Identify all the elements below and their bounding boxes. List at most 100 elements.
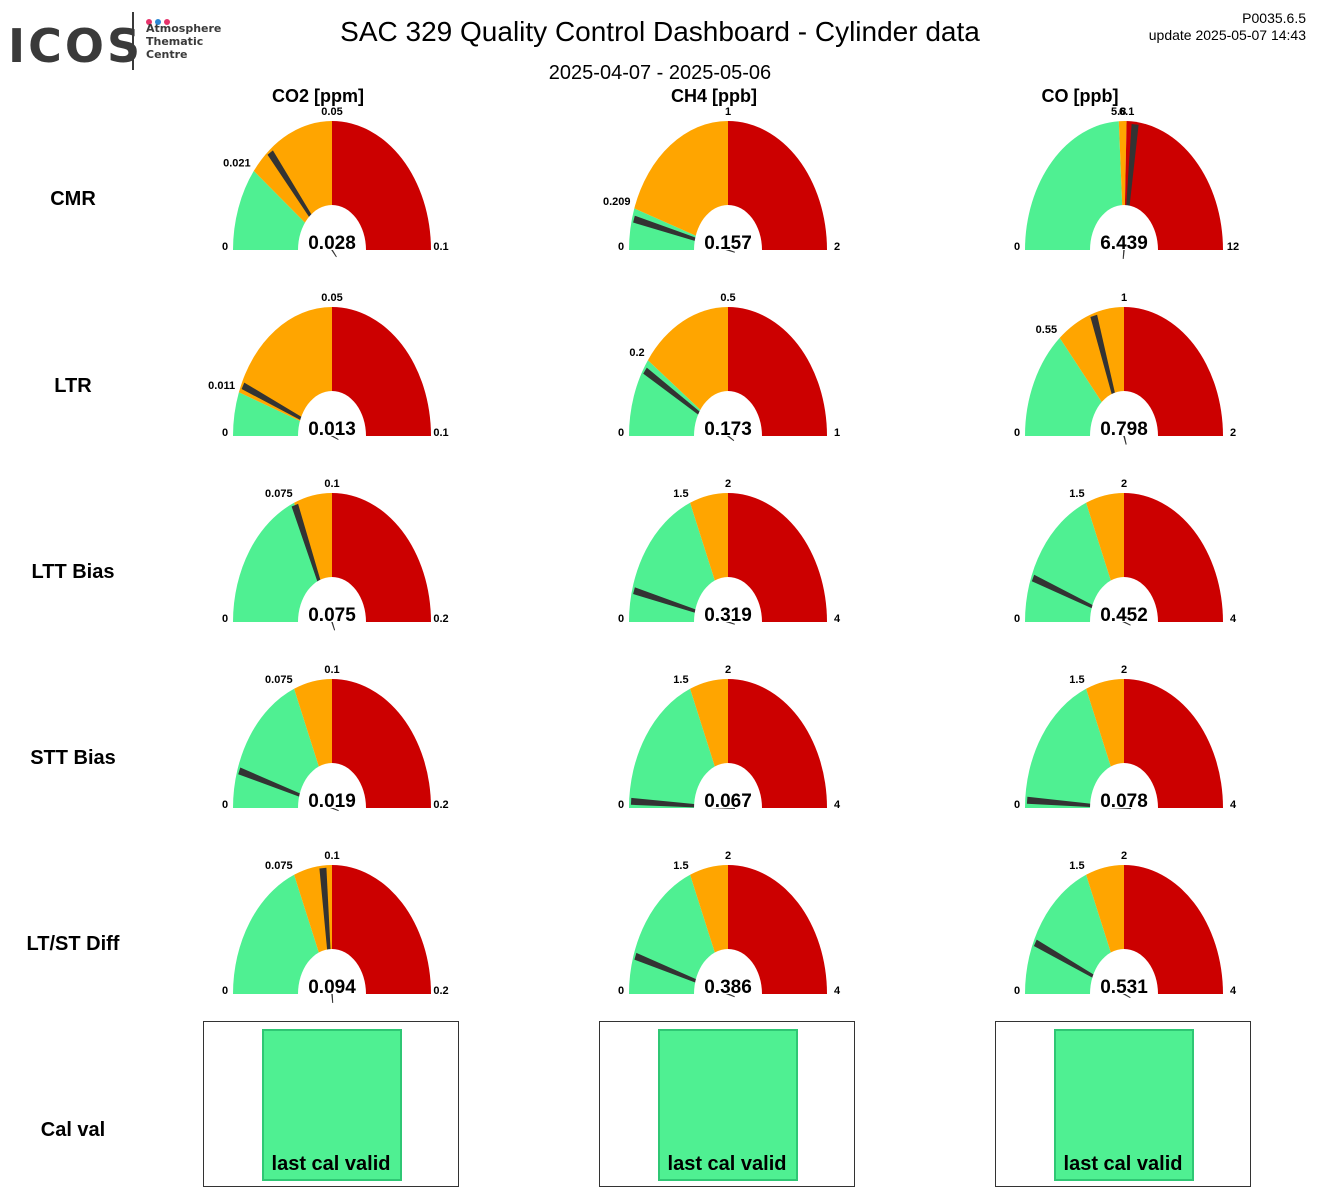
gauge-red-zone <box>332 493 431 622</box>
gauge-red-zone <box>1124 865 1223 994</box>
cal-val-panel-co: last cal valid <box>995 1021 1251 1187</box>
gauge-min-label: 0 <box>618 799 624 811</box>
gauge-value: 0.019 <box>308 791 356 812</box>
gauge-red-zone <box>728 493 827 622</box>
gauge: 0.078 0 4 1.5 2 <box>1014 664 1237 812</box>
row-label-stt-bias: STT Bias <box>30 747 116 769</box>
version-info: P0035.6.5 update 2025-05-07 14:43 <box>1149 10 1306 44</box>
gauge-max-label: 4 <box>1230 985 1237 997</box>
gauge-orange-threshold-label: 2 <box>725 478 731 490</box>
gauge-max-label: 0.2 <box>433 799 448 811</box>
gauge-green-threshold-label: 0.075 <box>265 674 293 686</box>
gauge-red-zone <box>1124 679 1223 808</box>
cal-status-text: last cal valid <box>667 1153 787 1175</box>
gauge-min-label: 0 <box>618 427 624 439</box>
gauge-green-threshold-label: 1.5 <box>673 860 688 872</box>
gauge-value: 0.094 <box>308 977 356 998</box>
gauge-min-label: 0 <box>1014 241 1020 253</box>
gauge-value: 0.013 <box>308 419 356 440</box>
row-label-lt-st-diff: LT/ST Diff <box>26 933 120 955</box>
gauge-min-label: 0 <box>618 985 624 997</box>
gauge-min-label: 0 <box>222 241 228 253</box>
date-range: 2025-04-07 - 2025-05-06 <box>548 62 772 84</box>
gauge-red-zone <box>1124 493 1223 622</box>
gauge-red-zone <box>1124 307 1223 436</box>
gauge-min-label: 0 <box>1014 799 1020 811</box>
cal-status-text: last cal valid <box>271 1153 391 1175</box>
gauge-red-zone <box>1124 121 1223 250</box>
gauge-max-label: 4 <box>1230 613 1237 625</box>
gauge-value: 6.439 <box>1100 233 1148 254</box>
gauge-value: 0.078 <box>1100 791 1148 812</box>
gauge-green-threshold-label: 1.5 <box>1069 860 1084 872</box>
gauge-min-label: 0 <box>222 613 228 625</box>
gauge-hub <box>694 949 762 994</box>
gauge-green-threshold-label: 0.075 <box>265 488 293 500</box>
gauge-max-label: 0.2 <box>433 613 448 625</box>
gauge-value: 0.452 <box>1100 605 1148 626</box>
gauge-min-label: 0 <box>1014 613 1020 625</box>
gauge-green-threshold-label: 0.2 <box>629 347 644 359</box>
gauge-value: 0.067 <box>704 791 752 812</box>
gauge-max-label: 12 <box>1227 241 1239 253</box>
gauge-hub <box>298 205 366 250</box>
gauge-red-zone <box>332 865 431 994</box>
gauge-orange-threshold-label: 2 <box>725 664 731 676</box>
gauge-orange-threshold-label: 0.05 <box>321 106 342 118</box>
gauge-value: 0.319 <box>704 605 752 626</box>
gauge: 0.319 0 4 1.5 2 <box>618 478 841 626</box>
gauge-orange-threshold-label: 1 <box>725 106 731 118</box>
gauge-value: 0.386 <box>704 977 752 998</box>
gauge-orange-threshold-label: 2 <box>725 850 731 862</box>
gauge-min-label: 0 <box>1014 427 1020 439</box>
gauge-max-label: 0.1 <box>433 427 448 439</box>
gauge-max-label: 4 <box>834 799 841 811</box>
gauge-max-label: 2 <box>1230 427 1236 439</box>
gauge-hub <box>1090 763 1158 808</box>
logo-dot <box>164 19 170 25</box>
gauge-red-zone <box>728 121 827 250</box>
gauge-red-zone <box>332 307 431 436</box>
gauge: 6.439 0 12 5.86.1 <box>1014 106 1239 259</box>
gauge-orange-threshold-label: 2 <box>1121 664 1127 676</box>
gauge-green-threshold-label: 5.8 <box>1111 106 1126 118</box>
gauge: 0.531 0 4 1.5 2 <box>1014 850 1237 999</box>
gauge-green-threshold-label: 0.011 <box>208 380 235 392</box>
gauge-value: 0.028 <box>308 233 356 254</box>
gauge-green-threshold-label: 0.075 <box>265 860 293 872</box>
gauge: 0.067 0 4 1.5 2 <box>618 664 841 812</box>
gauge-green-threshold-label: 1.5 <box>1069 488 1084 500</box>
gauge-value: 0.157 <box>704 233 752 254</box>
gauge-hub <box>1090 949 1158 994</box>
gauge-green-threshold-label: 1.5 <box>673 488 688 500</box>
gauge-hub <box>694 763 762 808</box>
gauge-hub <box>694 577 762 622</box>
gauge: 0.019 0 0.2 0.075 0.1 <box>222 664 449 812</box>
gauge-hub <box>1090 391 1158 436</box>
row-label-cmr: CMR <box>50 188 96 210</box>
page-title: SAC 329 Quality Control Dashboard - Cyli… <box>340 16 980 47</box>
gauge-value: 0.798 <box>1100 419 1148 440</box>
gauge-orange-threshold-label: 0.5 <box>720 292 735 304</box>
gauge-value: 0.075 <box>308 605 356 626</box>
gauge-value: 0.531 <box>1100 977 1148 998</box>
gauge-hub <box>298 577 366 622</box>
gauge-orange-threshold-label: 0.1 <box>324 850 339 862</box>
gauge: 0.075 0 0.2 0.075 0.1 <box>222 478 449 631</box>
gauge-red-zone <box>332 121 431 250</box>
gauge-orange-threshold-label: 2 <box>1121 850 1127 862</box>
gauge-orange-threshold-label: 0.05 <box>321 292 342 304</box>
column-header-co2: CO2 [ppm] <box>272 86 364 106</box>
gauge-orange-threshold-label: 0.1 <box>324 664 339 676</box>
gauge-hub <box>1090 205 1158 250</box>
gauge: 0.028 0 0.1 0.021 0.05 <box>222 106 449 258</box>
row-label-ltt-bias: LTT Bias <box>31 561 115 583</box>
gauge-hub <box>694 391 762 436</box>
gauge: 0.013 0 0.1 0.011 0.05 <box>208 292 449 440</box>
gauge-max-label: 0.2 <box>433 985 448 997</box>
cal-status-indicator <box>262 1029 402 1181</box>
gauge-green-threshold-label: 1.5 <box>673 674 688 686</box>
icos-logo: ICOS Atmosphere Thematic Centre <box>8 10 223 73</box>
cal-val-panel-ch4: last cal valid <box>599 1021 855 1187</box>
